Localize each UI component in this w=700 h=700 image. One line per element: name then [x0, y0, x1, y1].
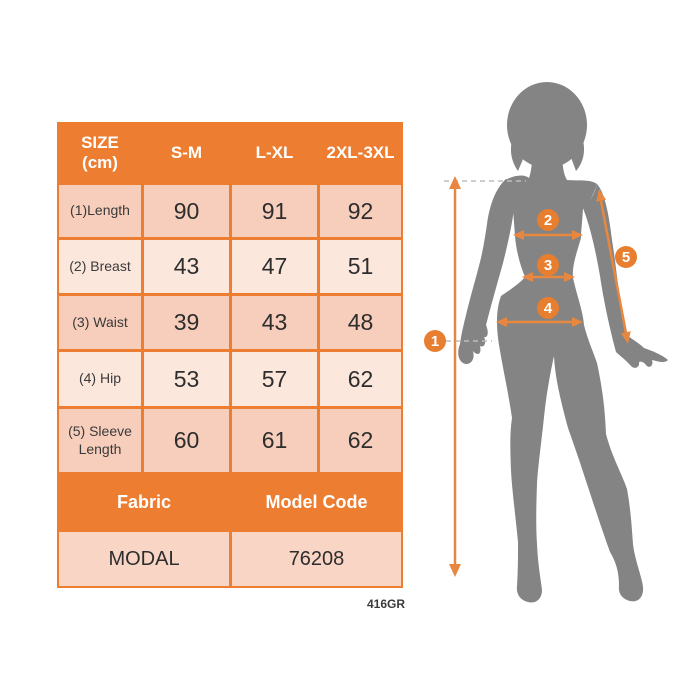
table-footer-header-row: Fabric Model Code: [59, 472, 401, 529]
length-lxl-value: 91: [229, 185, 317, 237]
marker-1: 1: [424, 330, 446, 352]
hip-2xl3xl-value: 62: [317, 352, 401, 406]
fabric-header: Fabric: [59, 475, 229, 529]
header-cell-size: SIZE (cm): [59, 124, 141, 182]
waist-2xl3xl-value: 48: [317, 296, 401, 349]
measurement-markers: 1 2 3 4 5: [424, 209, 637, 352]
hair-left-tip: [510, 140, 526, 171]
left-arm-silhouette: [458, 179, 514, 364]
table-row-hip: (4) Hip 53 57 62: [59, 349, 401, 406]
marker-4: 4: [537, 297, 559, 319]
table-row-breast: (2) Breast 43 47 51: [59, 237, 401, 293]
model-code-header: Model Code: [229, 475, 401, 529]
fabric-value: MODAL: [59, 532, 229, 586]
marker-2: 2: [537, 209, 559, 231]
marker-3: 3: [537, 254, 559, 276]
svg-text:2: 2: [544, 212, 552, 229]
right-arm-silhouette: [583, 184, 668, 368]
svg-text:5: 5: [622, 249, 630, 266]
breast-lxl-value: 47: [229, 240, 317, 293]
table-row-length: (1)Length 90 91 92: [59, 182, 401, 237]
sleeve-2xl3xl-value: 62: [317, 409, 401, 472]
product-code: 416GR: [366, 597, 405, 611]
measurement-arrows: [449, 176, 631, 577]
head-silhouette: [507, 82, 587, 168]
header-cell-sm: S-M: [141, 124, 229, 182]
length-sm-value: 90: [141, 185, 229, 237]
marker-5: 5: [615, 246, 637, 268]
header-cell-lxl: L-XL: [229, 124, 317, 182]
table-row-waist: (3) Waist 39 43 48: [59, 293, 401, 349]
sleeve-measure-arrow: [599, 200, 628, 334]
svg-text:1: 1: [431, 333, 439, 350]
waist-sm-value: 39: [141, 296, 229, 349]
table-footer-values-row: MODAL 76208: [59, 529, 401, 586]
row-label-hip: (4) Hip: [59, 352, 141, 406]
sleeve-lxl-value: 61: [229, 409, 317, 472]
torso-legs-silhouette: [497, 158, 644, 603]
hip-lxl-value: 57: [229, 352, 317, 406]
table-header-row: SIZE (cm) S-M L-XL 2XL-3XL: [59, 124, 401, 182]
sleeve-sm-value: 60: [141, 409, 229, 472]
svg-text:3: 3: [544, 257, 552, 274]
svg-text:4: 4: [544, 300, 553, 317]
header-cell-2xl3xl: 2XL-3XL: [317, 124, 401, 182]
row-label-breast: (2) Breast: [59, 240, 141, 293]
measurement-diagram: 1 2 3 4 5: [420, 50, 700, 610]
guide-lines: [444, 180, 526, 342]
hair-right-tip: [569, 140, 585, 171]
length-2xl3xl-value: 92: [317, 185, 401, 237]
waist-lxl-value: 43: [229, 296, 317, 349]
model-code-value: 76208: [229, 532, 401, 586]
size-chart-table: SIZE (cm) S-M L-XL 2XL-3XL (1)Length 90 …: [57, 122, 403, 588]
row-label-length: (1)Length: [59, 185, 141, 237]
row-label-sleeve: (5) Sleeve Length: [59, 409, 141, 472]
breast-2xl3xl-value: 51: [317, 240, 401, 293]
table-row-sleeve: (5) Sleeve Length 60 61 62: [59, 406, 401, 472]
hip-sm-value: 53: [141, 352, 229, 406]
body-silhouette: [458, 82, 668, 603]
breast-sm-value: 43: [141, 240, 229, 293]
row-label-waist: (3) Waist: [59, 296, 141, 349]
